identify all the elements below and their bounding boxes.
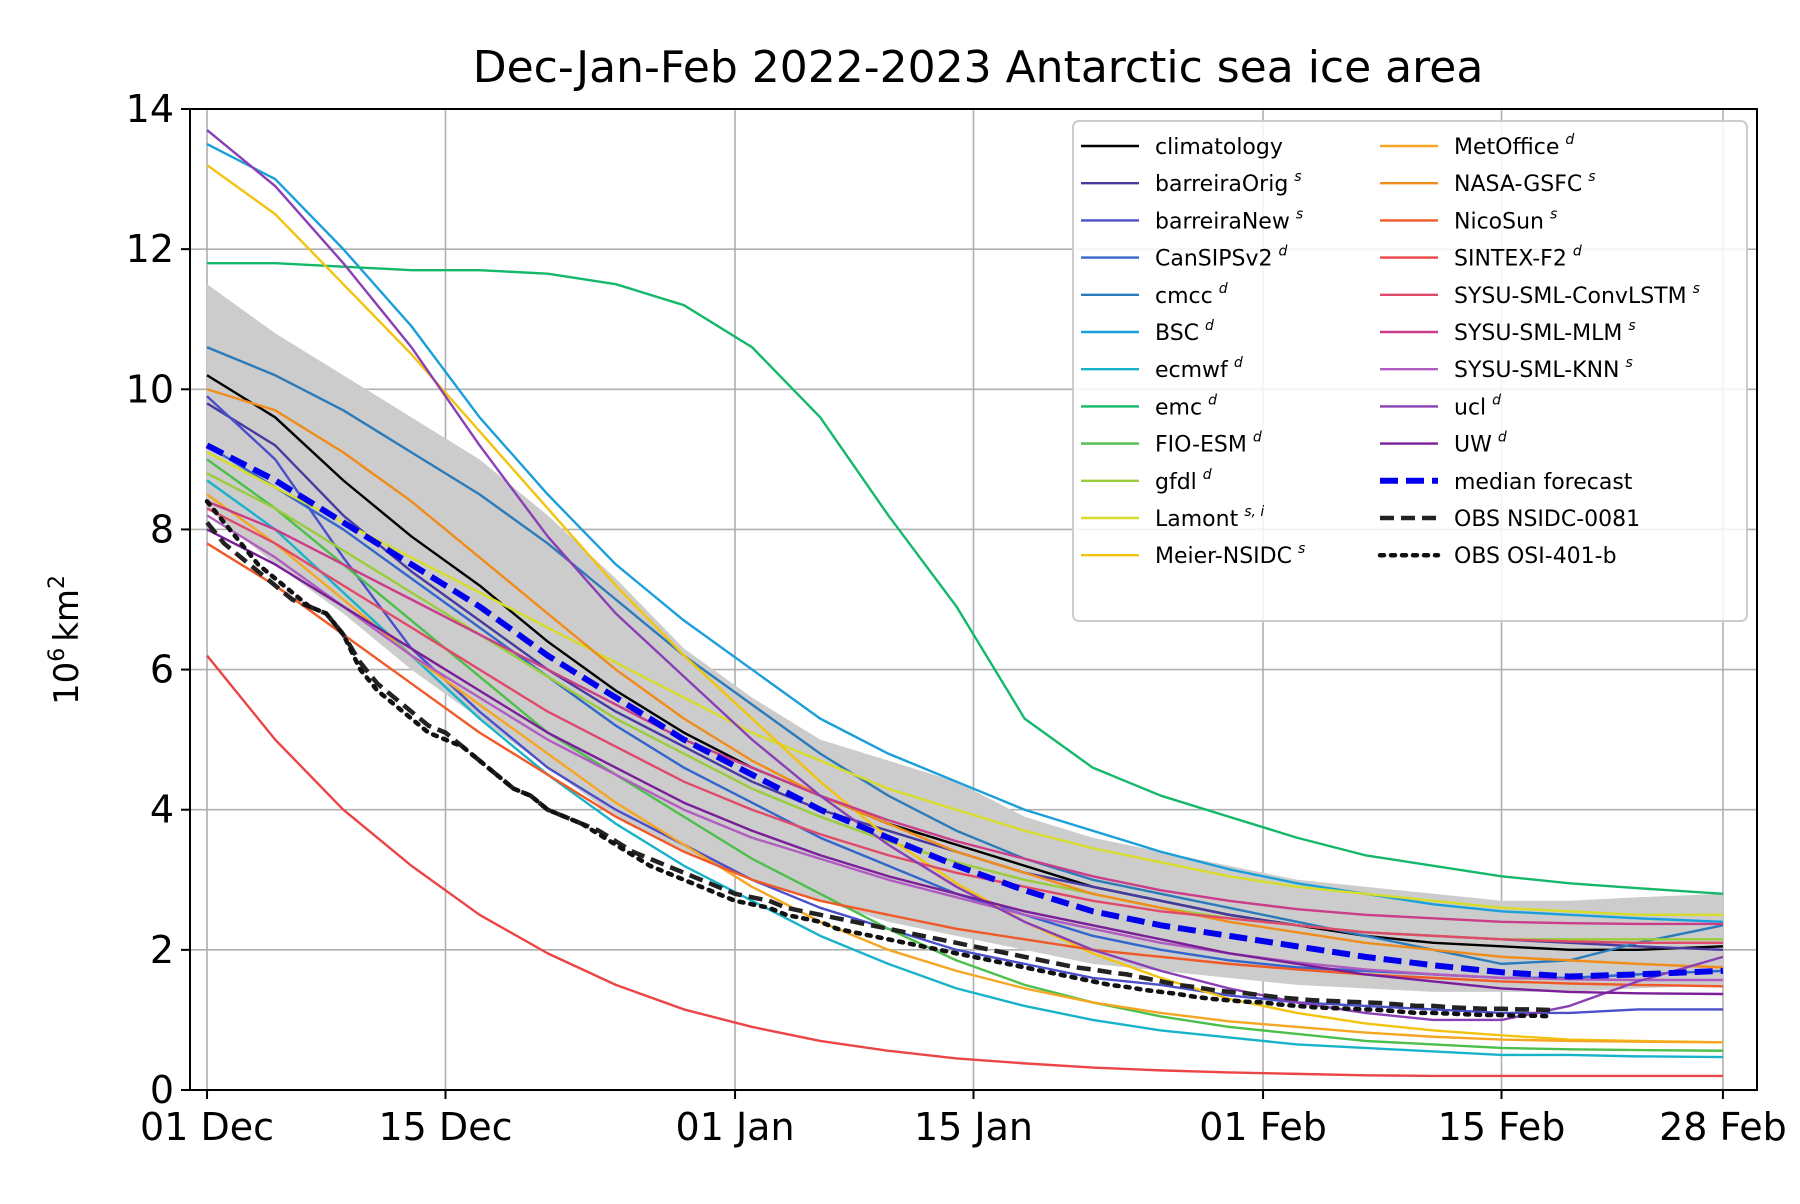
series-line-sysu-sml-mlm bbox=[206, 500, 1723, 926]
x-tick-label-1: 15 Dec bbox=[379, 1105, 513, 1149]
y-axis-label-base: 10 bbox=[47, 662, 87, 705]
legend-item-nicosun: NicoSun s bbox=[1380, 206, 1557, 234]
series-line-sintex-f2 bbox=[206, 654, 1723, 1078]
legend-label-sintex-f2: SINTEX-F2 d bbox=[1454, 244, 1582, 272]
y-tick-label-0: 0 bbox=[150, 1068, 174, 1112]
legend-label-sysu-sml-mlm: SYSU-SML-MLM s bbox=[1454, 318, 1636, 346]
legend-item-fio-esm: FIO-ESM d bbox=[1081, 430, 1262, 458]
axis-ticks: 01 Dec 15 Dec 01 Jan 15 Jan 01 Feb 15 Feb 28 F… bbox=[126, 87, 1787, 1149]
series-line-fio-esm bbox=[206, 458, 1723, 1052]
legend-item-obs-osi-401-b: OBS OSI-401-b bbox=[1377, 544, 1617, 569]
chart-title: Dec-Jan-Feb 2022-2023 Antarctic sea ice … bbox=[473, 42, 1484, 93]
y-axis-label-unit-exp: 2 bbox=[45, 575, 70, 589]
svg-text:106km2: 106 km2 bbox=[45, 575, 87, 705]
series-line-barreiranew bbox=[206, 395, 1723, 1015]
legend-item-obs-nsidc-0081: OBS NSIDC-0081 bbox=[1380, 507, 1640, 532]
legend-item-barreiraorig: barreiraOrig s bbox=[1081, 169, 1302, 197]
series-line-obs-nsidc-0081 bbox=[205, 521, 1553, 1013]
legend-item-sysu-sml-convlstm: SYSU-SML-ConvLSTM s bbox=[1380, 281, 1700, 309]
legend-item-climatology: climatology bbox=[1081, 135, 1283, 160]
y-tick-label-7: 14 bbox=[126, 87, 174, 131]
legend-item-median-forecast: median forecast bbox=[1380, 470, 1633, 495]
legend-item-sysu-sml-mlm: SYSU-SML-MLM s bbox=[1380, 318, 1636, 346]
legend-label-fio-esm: FIO-ESM d bbox=[1155, 430, 1262, 458]
legend-item-cansipsv2: CanSIPSv2 d bbox=[1081, 244, 1288, 272]
legend-item-nasa-gsfc: NASA-GSFC s bbox=[1380, 169, 1596, 197]
y-tick-label-3: 6 bbox=[150, 648, 174, 692]
y-tick-label-1: 2 bbox=[150, 928, 174, 972]
series-line-sysu-sml-convlstm bbox=[206, 507, 1723, 945]
series-line-sysu-sml-knn bbox=[206, 514, 1723, 982]
series-line-nasa-gsfc bbox=[206, 388, 1723, 969]
legend-label-metoffice: MetOffice d bbox=[1454, 132, 1574, 160]
legend-label-obs-osi-401-b: OBS OSI-401-b bbox=[1454, 544, 1617, 569]
series-line-metoffice bbox=[206, 493, 1723, 1044]
legend-label-obs-nsidc-0081: OBS NSIDC-0081 bbox=[1454, 507, 1640, 532]
x-tick-label-4: 01 Feb bbox=[1199, 1105, 1327, 1149]
legend-label-median-forecast: median forecast bbox=[1454, 470, 1633, 495]
series-line-lamont bbox=[206, 451, 1723, 917]
series-line-cmcc bbox=[206, 346, 1724, 966]
series-line-emc bbox=[207, 261, 1724, 895]
x-tick-label-5: 15 Feb bbox=[1438, 1105, 1566, 1149]
legend-label-barreiraorig: barreiraOrig s bbox=[1155, 169, 1302, 197]
legend-label-climatology: climatology bbox=[1155, 135, 1283, 160]
legend: climatology barreiraOrig s barreiraNew s CanS… bbox=[1072, 120, 1748, 622]
legend-label-meier-nsidc: Meier-NSIDC s bbox=[1155, 541, 1305, 569]
series-line-uw bbox=[206, 528, 1723, 996]
legend-box bbox=[1072, 120, 1748, 622]
series-line-ucl bbox=[206, 129, 1724, 1022]
legend-item-metoffice: MetOffice d bbox=[1380, 132, 1574, 160]
legend-item-sysu-sml-knn: SYSU-SML-KNN s bbox=[1380, 355, 1633, 383]
series-line-obs-osi-401-b bbox=[204, 499, 1555, 1019]
series-line-ecmwf bbox=[206, 479, 1723, 1059]
legend-label-cansipsv2: CanSIPSv2 d bbox=[1155, 244, 1288, 272]
y-tick-label-4: 8 bbox=[150, 507, 174, 551]
y-tick-label-6: 12 bbox=[126, 227, 174, 271]
series-line-bsc bbox=[206, 142, 1723, 924]
y-tick-label-2: 4 bbox=[150, 788, 174, 832]
legend-item-barreiranew: barreiraNew s bbox=[1081, 206, 1303, 234]
legend-label-barreiranew: barreiraNew s bbox=[1155, 206, 1303, 234]
series-lines bbox=[204, 129, 1724, 1078]
series-line-nicosun bbox=[206, 542, 1723, 988]
series-line-median-forecast bbox=[205, 442, 1724, 980]
climatology-range-band bbox=[207, 284, 1723, 992]
x-tick-label-0: 01 Dec bbox=[140, 1105, 274, 1149]
series-line-meier-nsidc bbox=[206, 164, 1723, 1044]
climatology-band bbox=[207, 284, 1723, 992]
legend-item-meier-nsidc: Meier-NSIDC s bbox=[1081, 541, 1305, 569]
legend-label-sysu-sml-convlstm: SYSU-SML-ConvLSTM s bbox=[1454, 281, 1700, 309]
y-tick-label-5: 10 bbox=[126, 367, 174, 411]
y-axis-label-unit: km bbox=[47, 589, 87, 642]
legend-label-nasa-gsfc: NASA-GSFC s bbox=[1454, 169, 1596, 197]
series-line-climatology bbox=[206, 374, 1723, 952]
x-tick-label-2: 01 Jan bbox=[676, 1105, 795, 1149]
x-tick-label-3: 15 Jan bbox=[914, 1105, 1033, 1149]
legend-label-sysu-sml-knn: SYSU-SML-KNN s bbox=[1454, 355, 1633, 383]
y-axis-label-exp: 6 bbox=[45, 648, 70, 662]
x-tick-label-6: 28 Feb bbox=[1659, 1105, 1787, 1149]
legend-item-sintex-f2: SINTEX-F2 d bbox=[1380, 244, 1582, 272]
y-axis-label: 106 km2 bbox=[45, 575, 87, 705]
legend-label-nicosun: NicoSun s bbox=[1454, 206, 1557, 234]
